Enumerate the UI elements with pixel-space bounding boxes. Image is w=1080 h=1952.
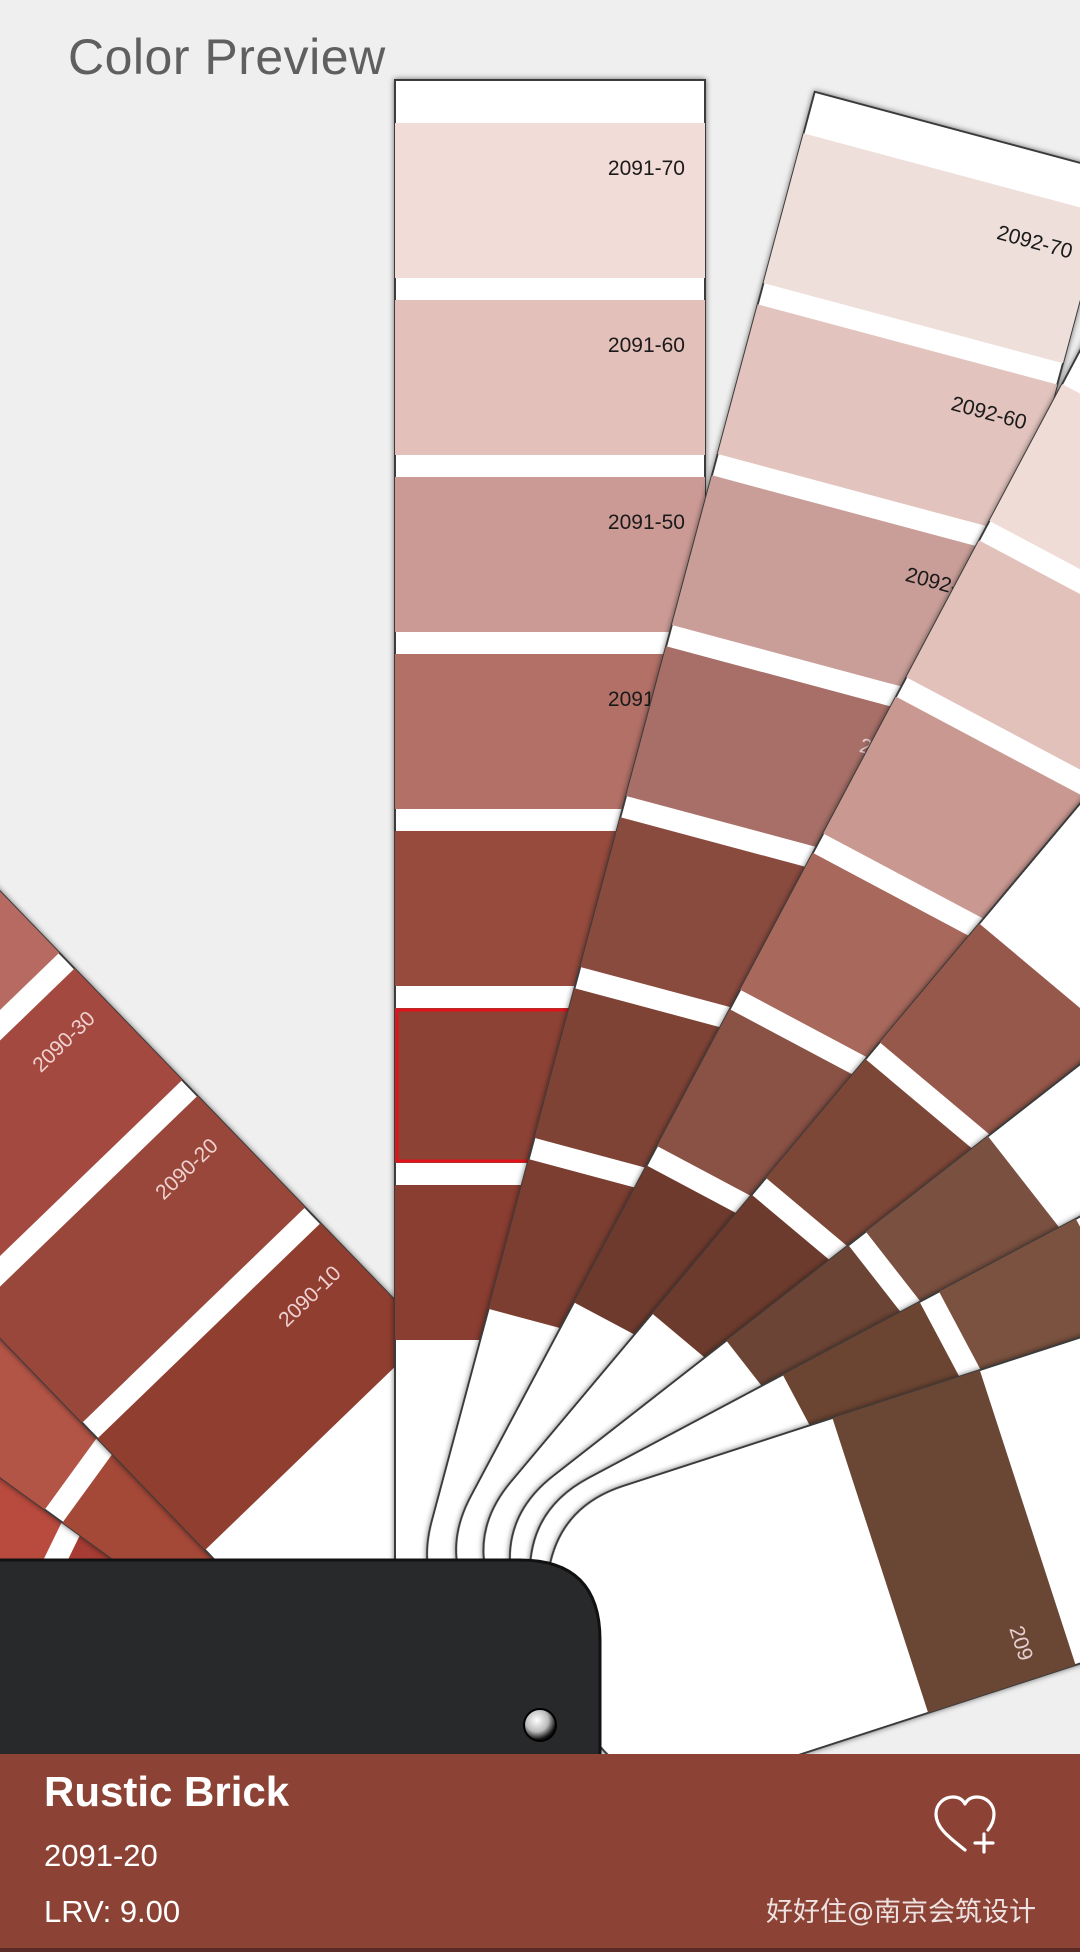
color-swatch[interactable] xyxy=(0,1095,306,1423)
color-swatch[interactable] xyxy=(879,923,1080,1242)
color-swatch[interactable] xyxy=(989,384,1080,667)
color-code: 2091-20 xyxy=(44,1838,158,1873)
watermark-text: 好好住@南京会筑设计 xyxy=(766,1897,1036,1928)
swatch-code-label: 2091-50 xyxy=(608,511,685,534)
fan-rivet xyxy=(523,1708,557,1742)
heart-plus-icon xyxy=(934,1795,996,1854)
fan-handle xyxy=(0,1558,602,1760)
fan-deck: 2087-102088-102089-102089-202090-102090-… xyxy=(0,79,1080,1760)
color-swatch[interactable] xyxy=(395,123,705,278)
color-swatch[interactable] xyxy=(717,304,1058,535)
page-title: Color Preview xyxy=(68,29,386,85)
color-swatch[interactable] xyxy=(763,133,1080,364)
color-swatch[interactable] xyxy=(395,300,705,455)
color-swatch[interactable] xyxy=(395,477,705,632)
color-swatch[interactable] xyxy=(823,696,1080,980)
color-lrv: LRV: 9.00 xyxy=(44,1894,181,1929)
add-favorite-button[interactable] xyxy=(930,1790,1000,1860)
color-name: Rustic Brick xyxy=(44,1768,290,1815)
color-swatch[interactable] xyxy=(0,968,183,1296)
color-swatch[interactable] xyxy=(832,1370,1076,1713)
bottom-divider xyxy=(0,1948,1080,1952)
color-swatch[interactable] xyxy=(97,1223,429,1551)
swatch-code-label: 2091-60 xyxy=(608,334,685,357)
selected-color-bar xyxy=(0,1754,1080,1952)
swatch-code-label: 2091-70 xyxy=(608,157,685,180)
color-swatch[interactable] xyxy=(939,1218,1080,1566)
